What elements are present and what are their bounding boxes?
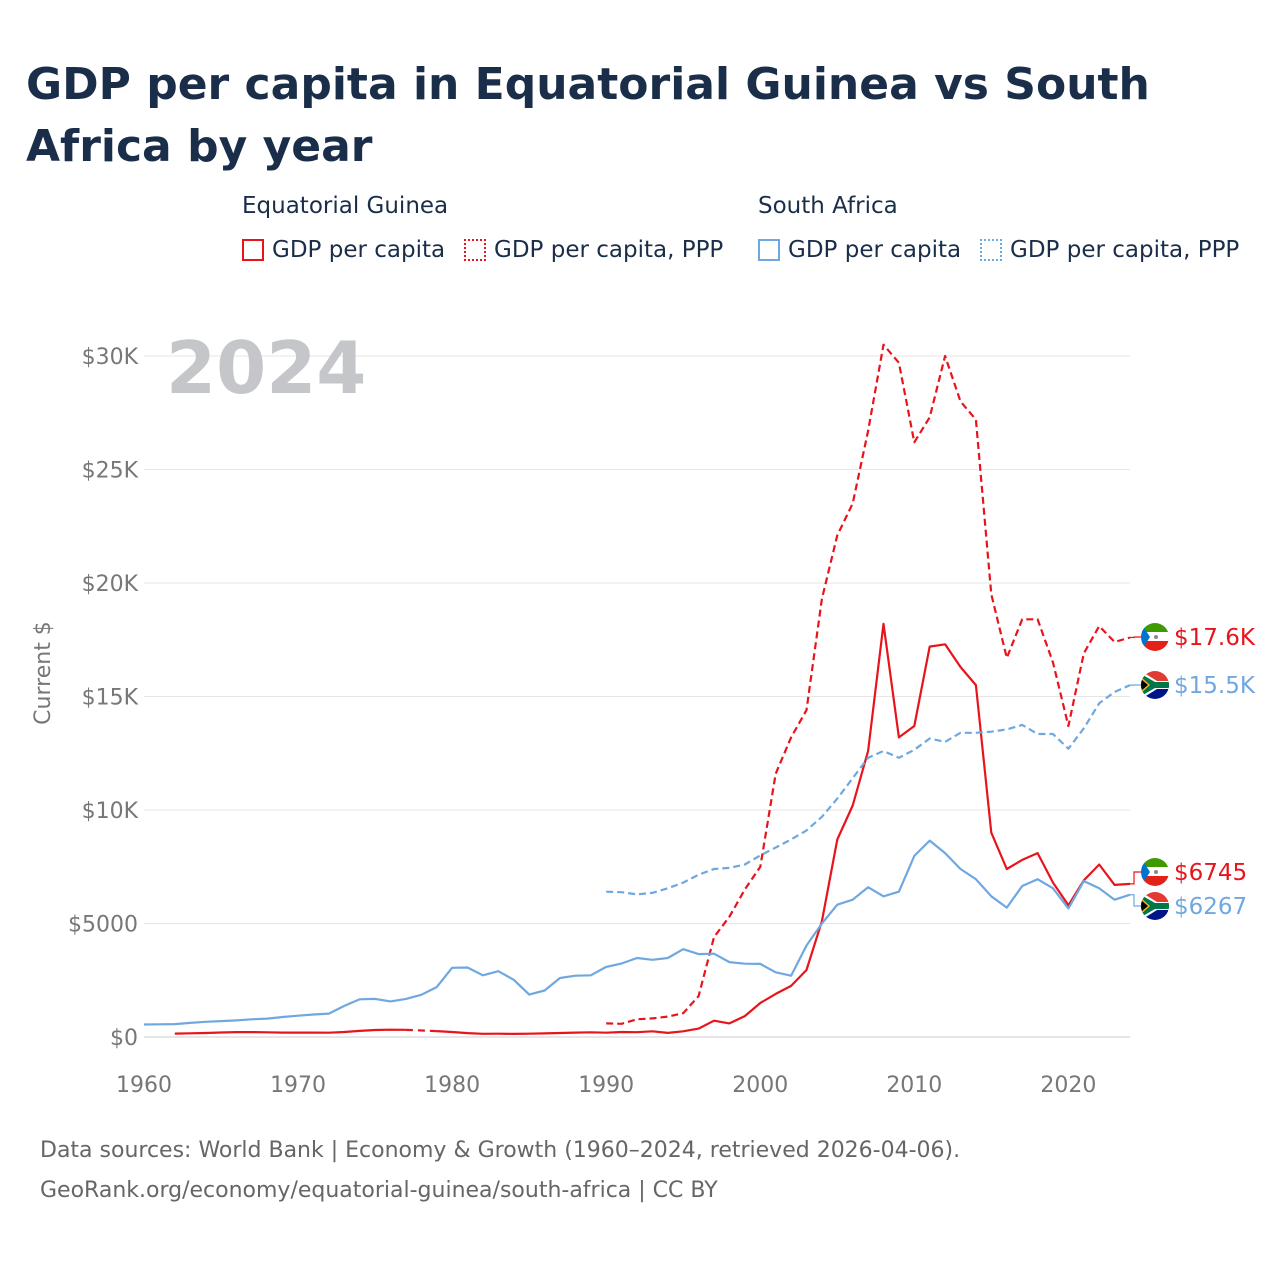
y-axis-label: Current $ (31, 621, 56, 725)
x-tick-label: 1980 (424, 1073, 480, 1098)
series-line-0 (436, 622, 1131, 1035)
equatorial-guinea-flag-icon (1141, 623, 1169, 651)
legend-label: GDP per capita (788, 237, 962, 263)
series-line-3 (606, 684, 1131, 896)
x-tick-label: 2020 (1040, 1073, 1096, 1098)
end-label-gq_gdp: $6745 (1174, 860, 1247, 886)
series-line-1 (606, 343, 1131, 1025)
legend-item-gq-ppp[interactable]: GDP per capita, PPP (464, 234, 723, 266)
source-line-2[interactable]: GeoRank.org/economy/equatorial-guinea/so… (40, 1178, 718, 1203)
y-tick-label: $15K (82, 686, 139, 711)
y-tick-label: $10K (82, 799, 139, 824)
y-tick-label: $25K (82, 459, 139, 484)
legend-swatch-dotted-red (464, 239, 486, 261)
end-label-gq_ppp: $17.6K (1174, 625, 1256, 651)
legend-swatch-solid-blue (758, 239, 780, 261)
equatorial-guinea-flag-icon (1141, 858, 1169, 886)
y-tick-label: $20K (82, 572, 139, 597)
series-gap-0 (405, 1028, 437, 1033)
south-africa-flag-icon (1141, 671, 1169, 699)
south-africa-flag-icon (1141, 892, 1169, 920)
series-line-0 (174, 1028, 406, 1035)
legend-item-za-gdp[interactable]: GDP per capita (758, 234, 961, 266)
end-label-connector (1130, 871, 1141, 885)
source-line-1: Data sources: World Bank | Economy & Gro… (40, 1138, 961, 1163)
legend-group-south-africa: South Africa (758, 193, 898, 219)
legend-swatch-dotted-blue (980, 239, 1002, 261)
y-tick-label: $0 (110, 1026, 138, 1051)
legend-group-equatorial-guinea: Equatorial Guinea (242, 193, 449, 219)
legend-label: GDP per capita, PPP (1010, 237, 1240, 263)
x-tick-label: 2010 (886, 1073, 942, 1098)
series-line-2 (143, 839, 1131, 1026)
y-tick-label: $5000 (68, 913, 138, 938)
legend-item-za-ppp[interactable]: GDP per capita, PPP (980, 234, 1239, 266)
legend-label: GDP per capita (272, 237, 446, 263)
legend-swatch-solid-red (242, 239, 264, 261)
x-tick-label: 2000 (732, 1073, 788, 1098)
end-label-za_gdp: $6267 (1174, 894, 1247, 920)
end-label-za_ppp: $15.5K (1174, 673, 1256, 699)
y-tick-label: $30K (82, 345, 139, 370)
x-tick-label: 1970 (270, 1073, 326, 1098)
end-label-connector (1130, 894, 1141, 907)
legend-label: GDP per capita, PPP (494, 237, 724, 263)
x-tick-label: 1990 (578, 1073, 634, 1098)
x-tick-label: 1960 (116, 1073, 172, 1098)
year-label: 2024 (166, 326, 366, 410)
chart-title: GDP per capita in Equatorial Guinea vs S… (26, 59, 1150, 172)
legend-item-gq-gdp[interactable]: GDP per capita (242, 234, 445, 266)
